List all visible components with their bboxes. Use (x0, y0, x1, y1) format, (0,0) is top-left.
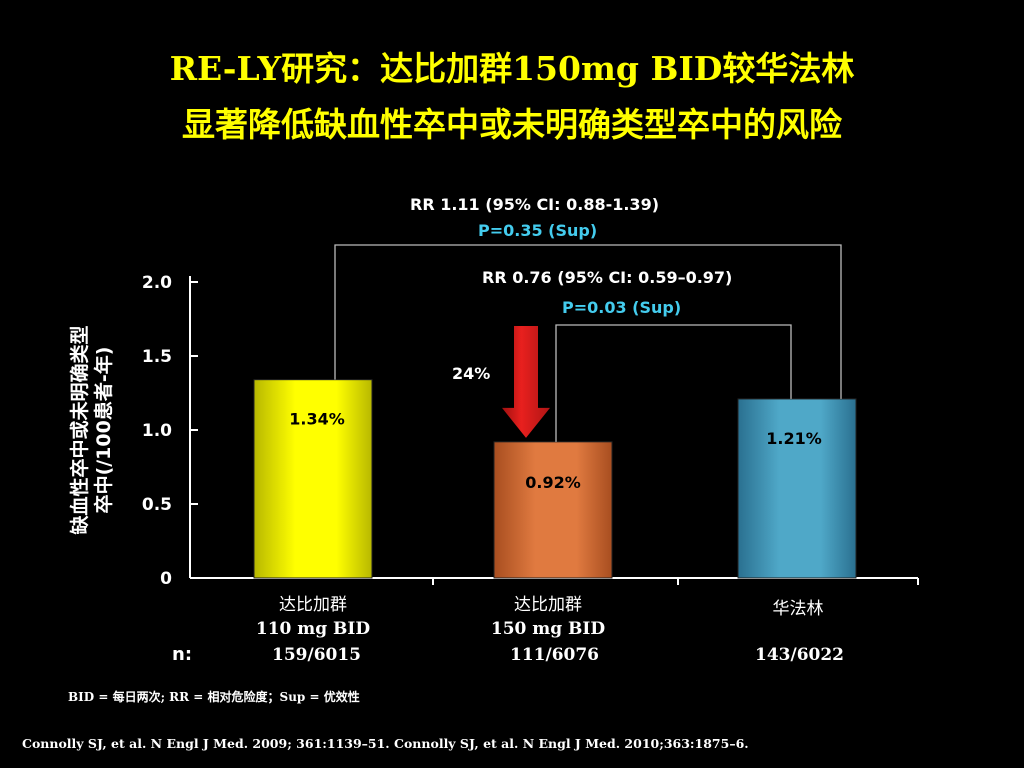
n-label: n: (172, 644, 193, 665)
abbreviation-footnote: BID = 每日两次; RR = 相对危险度；Sup = 优效性 (68, 690, 360, 704)
y-tick-label: 1.5 (142, 347, 172, 367)
y-tick-label: 1.0 (142, 421, 172, 441)
slide-title-line1: RE-LY研究：达比加群150mg BID较华法林 (169, 49, 855, 88)
category-dose: 110 mg BID (255, 619, 371, 639)
bar-value-label: 1.21% (766, 429, 822, 448)
n-value-dabigatran-110: 159/6015 (272, 645, 362, 665)
bar (253, 379, 373, 579)
reference-citation: Connolly SJ, et al. N Engl J Med. 2009; … (22, 736, 749, 751)
relative-reduction-label: 24% (452, 364, 491, 383)
slide-title-line2: 显著降低缺血性卒中或未明确类型卒中的风险 (182, 105, 842, 144)
bracket-110-vs-warfarin (334, 244, 842, 399)
reduction-arrow-icon (502, 326, 550, 438)
rr-annotation-110: RR 1.11 (95% CI: 0.88-1.39) (410, 195, 660, 214)
category-label-dabigatran-150: 达比加群 150 mg BID (468, 590, 628, 639)
category-dose: 150 mg BID (490, 619, 606, 639)
chart-bars: 1.34% 0.92% 1.21% (253, 379, 857, 579)
bracket-150-vs-warfarin (555, 324, 792, 442)
p-value-110: P=0.35 (Sup) (478, 221, 598, 240)
category-name: 达比加群 (514, 595, 582, 615)
category-name: 达比加群 (279, 595, 347, 615)
category-label-dabigatran-110: 达比加群 110 mg BID (233, 590, 393, 639)
y-tick-label: 2.0 (142, 273, 172, 293)
y-tick-label: 0 (160, 569, 172, 589)
category-name: 华法林 (772, 599, 824, 619)
y-tick-label: 0.5 (142, 495, 172, 515)
comparison-brackets (334, 244, 842, 442)
bar-value-label: 0.92% (525, 473, 581, 492)
n-value-dabigatran-150: 111/6076 (510, 645, 600, 665)
bar (737, 398, 857, 579)
n-value-warfarin: 143/6022 (755, 645, 845, 665)
p-value-150: P=0.03 (Sup) (562, 298, 682, 317)
bar-value-label: 1.34% (289, 410, 345, 429)
rr-annotation-150: RR 0.76 (95% CI: 0.59–0.97) (482, 268, 733, 287)
category-label-warfarin: 华法林 (718, 594, 878, 619)
bar (493, 441, 613, 579)
